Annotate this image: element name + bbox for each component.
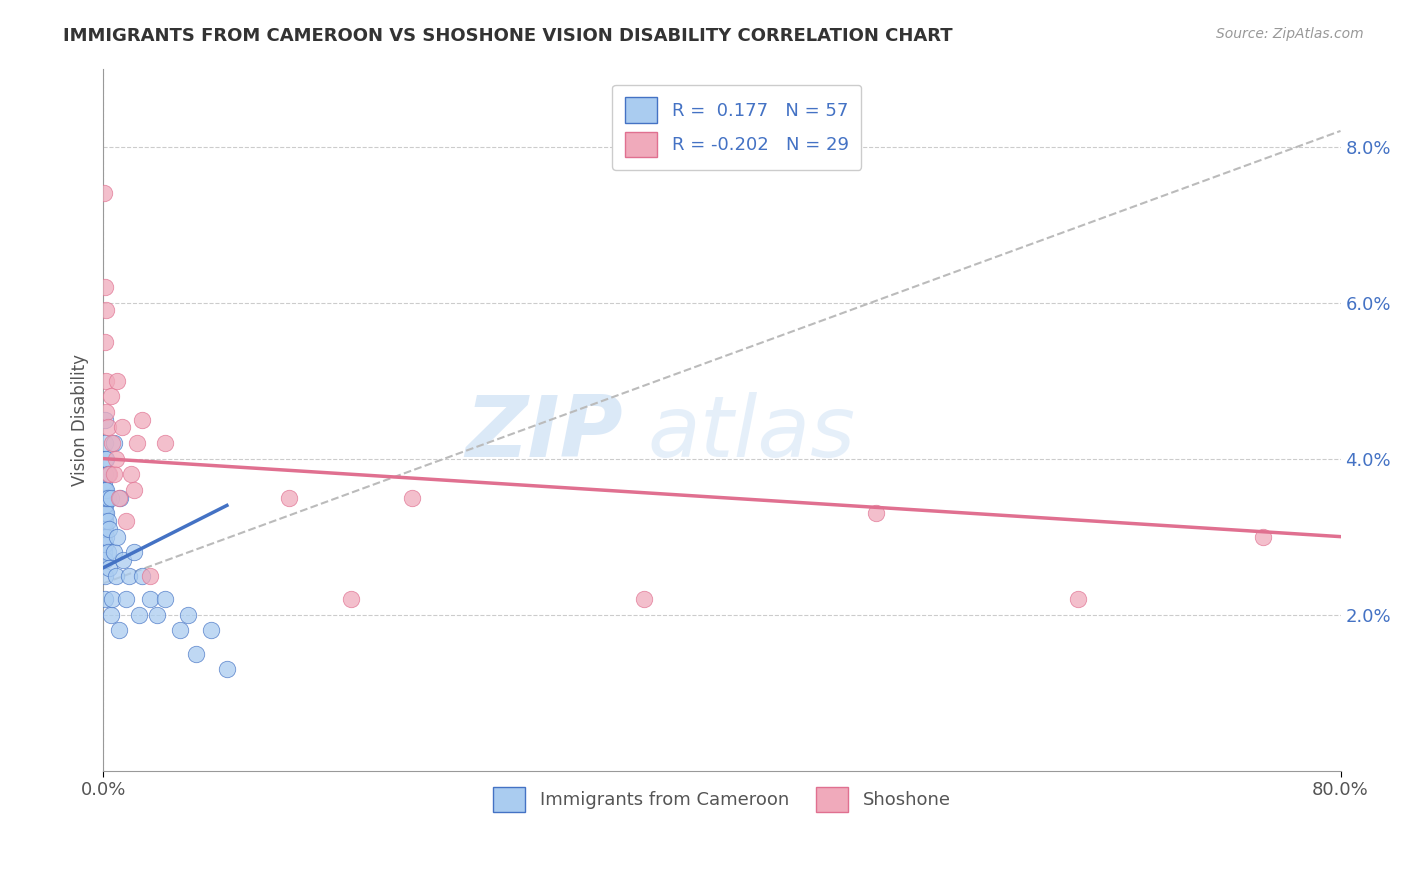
Point bbox=[401, 491, 423, 505]
Point bbox=[97, 545, 120, 559]
Point bbox=[96, 530, 118, 544]
Point bbox=[93, 506, 115, 520]
Point bbox=[93, 436, 115, 450]
Point bbox=[103, 467, 125, 482]
Point bbox=[93, 280, 115, 294]
Point bbox=[138, 592, 160, 607]
Point bbox=[93, 491, 115, 505]
Point bbox=[105, 374, 128, 388]
Point bbox=[184, 647, 207, 661]
Point bbox=[93, 467, 115, 482]
Point bbox=[200, 624, 222, 638]
Point bbox=[100, 491, 122, 505]
Point bbox=[101, 592, 124, 607]
Point bbox=[115, 514, 138, 528]
Point bbox=[153, 592, 176, 607]
Point bbox=[177, 607, 200, 622]
Point bbox=[96, 451, 118, 466]
Point bbox=[111, 420, 134, 434]
Point bbox=[93, 506, 115, 520]
Point bbox=[96, 303, 118, 318]
Point bbox=[1251, 530, 1274, 544]
Point bbox=[277, 491, 299, 505]
Point bbox=[101, 436, 124, 450]
Point bbox=[127, 436, 149, 450]
Point bbox=[93, 530, 115, 544]
Point bbox=[93, 483, 115, 497]
Point bbox=[107, 624, 129, 638]
Point bbox=[633, 592, 655, 607]
Point bbox=[104, 568, 127, 582]
Point bbox=[100, 607, 122, 622]
Point bbox=[104, 451, 127, 466]
Point bbox=[93, 568, 115, 582]
Point bbox=[131, 568, 153, 582]
Point bbox=[93, 483, 115, 497]
Point bbox=[93, 522, 115, 536]
Point bbox=[339, 592, 361, 607]
Point bbox=[93, 514, 115, 528]
Point bbox=[93, 537, 115, 551]
Point bbox=[93, 475, 115, 489]
Point bbox=[93, 522, 115, 536]
Point bbox=[120, 467, 142, 482]
Point bbox=[153, 436, 176, 450]
Point bbox=[97, 514, 120, 528]
Point bbox=[96, 506, 118, 520]
Point bbox=[93, 545, 115, 559]
Point bbox=[103, 545, 125, 559]
Point bbox=[93, 499, 115, 513]
Text: IMMIGRANTS FROM CAMEROON VS SHOSHONE VISION DISABILITY CORRELATION CHART: IMMIGRANTS FROM CAMEROON VS SHOSHONE VIS… bbox=[63, 27, 953, 45]
Point bbox=[93, 514, 115, 528]
Point bbox=[131, 412, 153, 426]
Point bbox=[146, 607, 169, 622]
Text: Source: ZipAtlas.com: Source: ZipAtlas.com bbox=[1216, 27, 1364, 41]
Point bbox=[103, 436, 125, 450]
Point bbox=[97, 491, 120, 505]
Point bbox=[107, 491, 129, 505]
Text: atlas: atlas bbox=[648, 392, 856, 475]
Point bbox=[96, 405, 118, 419]
Point bbox=[96, 483, 118, 497]
Point bbox=[97, 467, 120, 482]
Point bbox=[93, 451, 115, 466]
Point bbox=[98, 467, 121, 482]
Point bbox=[98, 561, 121, 575]
Point bbox=[1066, 592, 1088, 607]
Point bbox=[94, 412, 117, 426]
Point bbox=[96, 491, 118, 505]
Y-axis label: Vision Disability: Vision Disability bbox=[72, 353, 89, 485]
Point bbox=[93, 186, 115, 201]
Point bbox=[138, 568, 160, 582]
Point bbox=[112, 553, 135, 567]
Point bbox=[93, 506, 115, 520]
Point bbox=[93, 334, 115, 349]
Point bbox=[98, 522, 121, 536]
Point bbox=[865, 506, 887, 520]
Legend: Immigrants from Cameroon, Shoshone: Immigrants from Cameroon, Shoshone bbox=[479, 774, 963, 825]
Point bbox=[122, 545, 145, 559]
Point bbox=[215, 662, 238, 676]
Point bbox=[93, 553, 115, 567]
Point bbox=[169, 624, 191, 638]
Point bbox=[122, 483, 145, 497]
Point bbox=[97, 420, 120, 434]
Text: ZIP: ZIP bbox=[465, 392, 623, 475]
Point bbox=[128, 607, 150, 622]
Point bbox=[96, 374, 118, 388]
Point bbox=[100, 389, 122, 403]
Point bbox=[105, 530, 128, 544]
Point bbox=[108, 491, 131, 505]
Point bbox=[118, 568, 141, 582]
Point bbox=[115, 592, 138, 607]
Point bbox=[93, 499, 115, 513]
Point bbox=[93, 592, 115, 607]
